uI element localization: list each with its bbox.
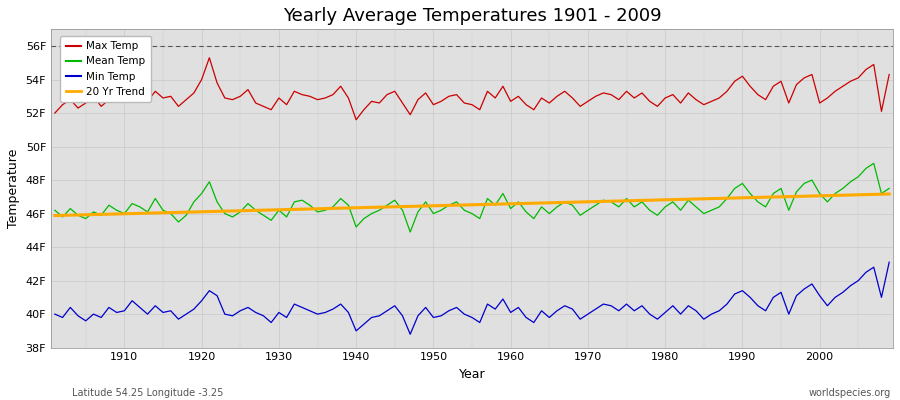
Text: Latitude 54.25 Longitude -3.25: Latitude 54.25 Longitude -3.25 (72, 388, 223, 398)
Text: worldspecies.org: worldspecies.org (809, 388, 891, 398)
Title: Yearly Average Temperatures 1901 - 2009: Yearly Average Temperatures 1901 - 2009 (283, 7, 662, 25)
Legend: Max Temp, Mean Temp, Min Temp, 20 Yr Trend: Max Temp, Mean Temp, Min Temp, 20 Yr Tre… (60, 36, 151, 102)
Y-axis label: Temperature: Temperature (7, 149, 20, 228)
X-axis label: Year: Year (459, 368, 485, 381)
